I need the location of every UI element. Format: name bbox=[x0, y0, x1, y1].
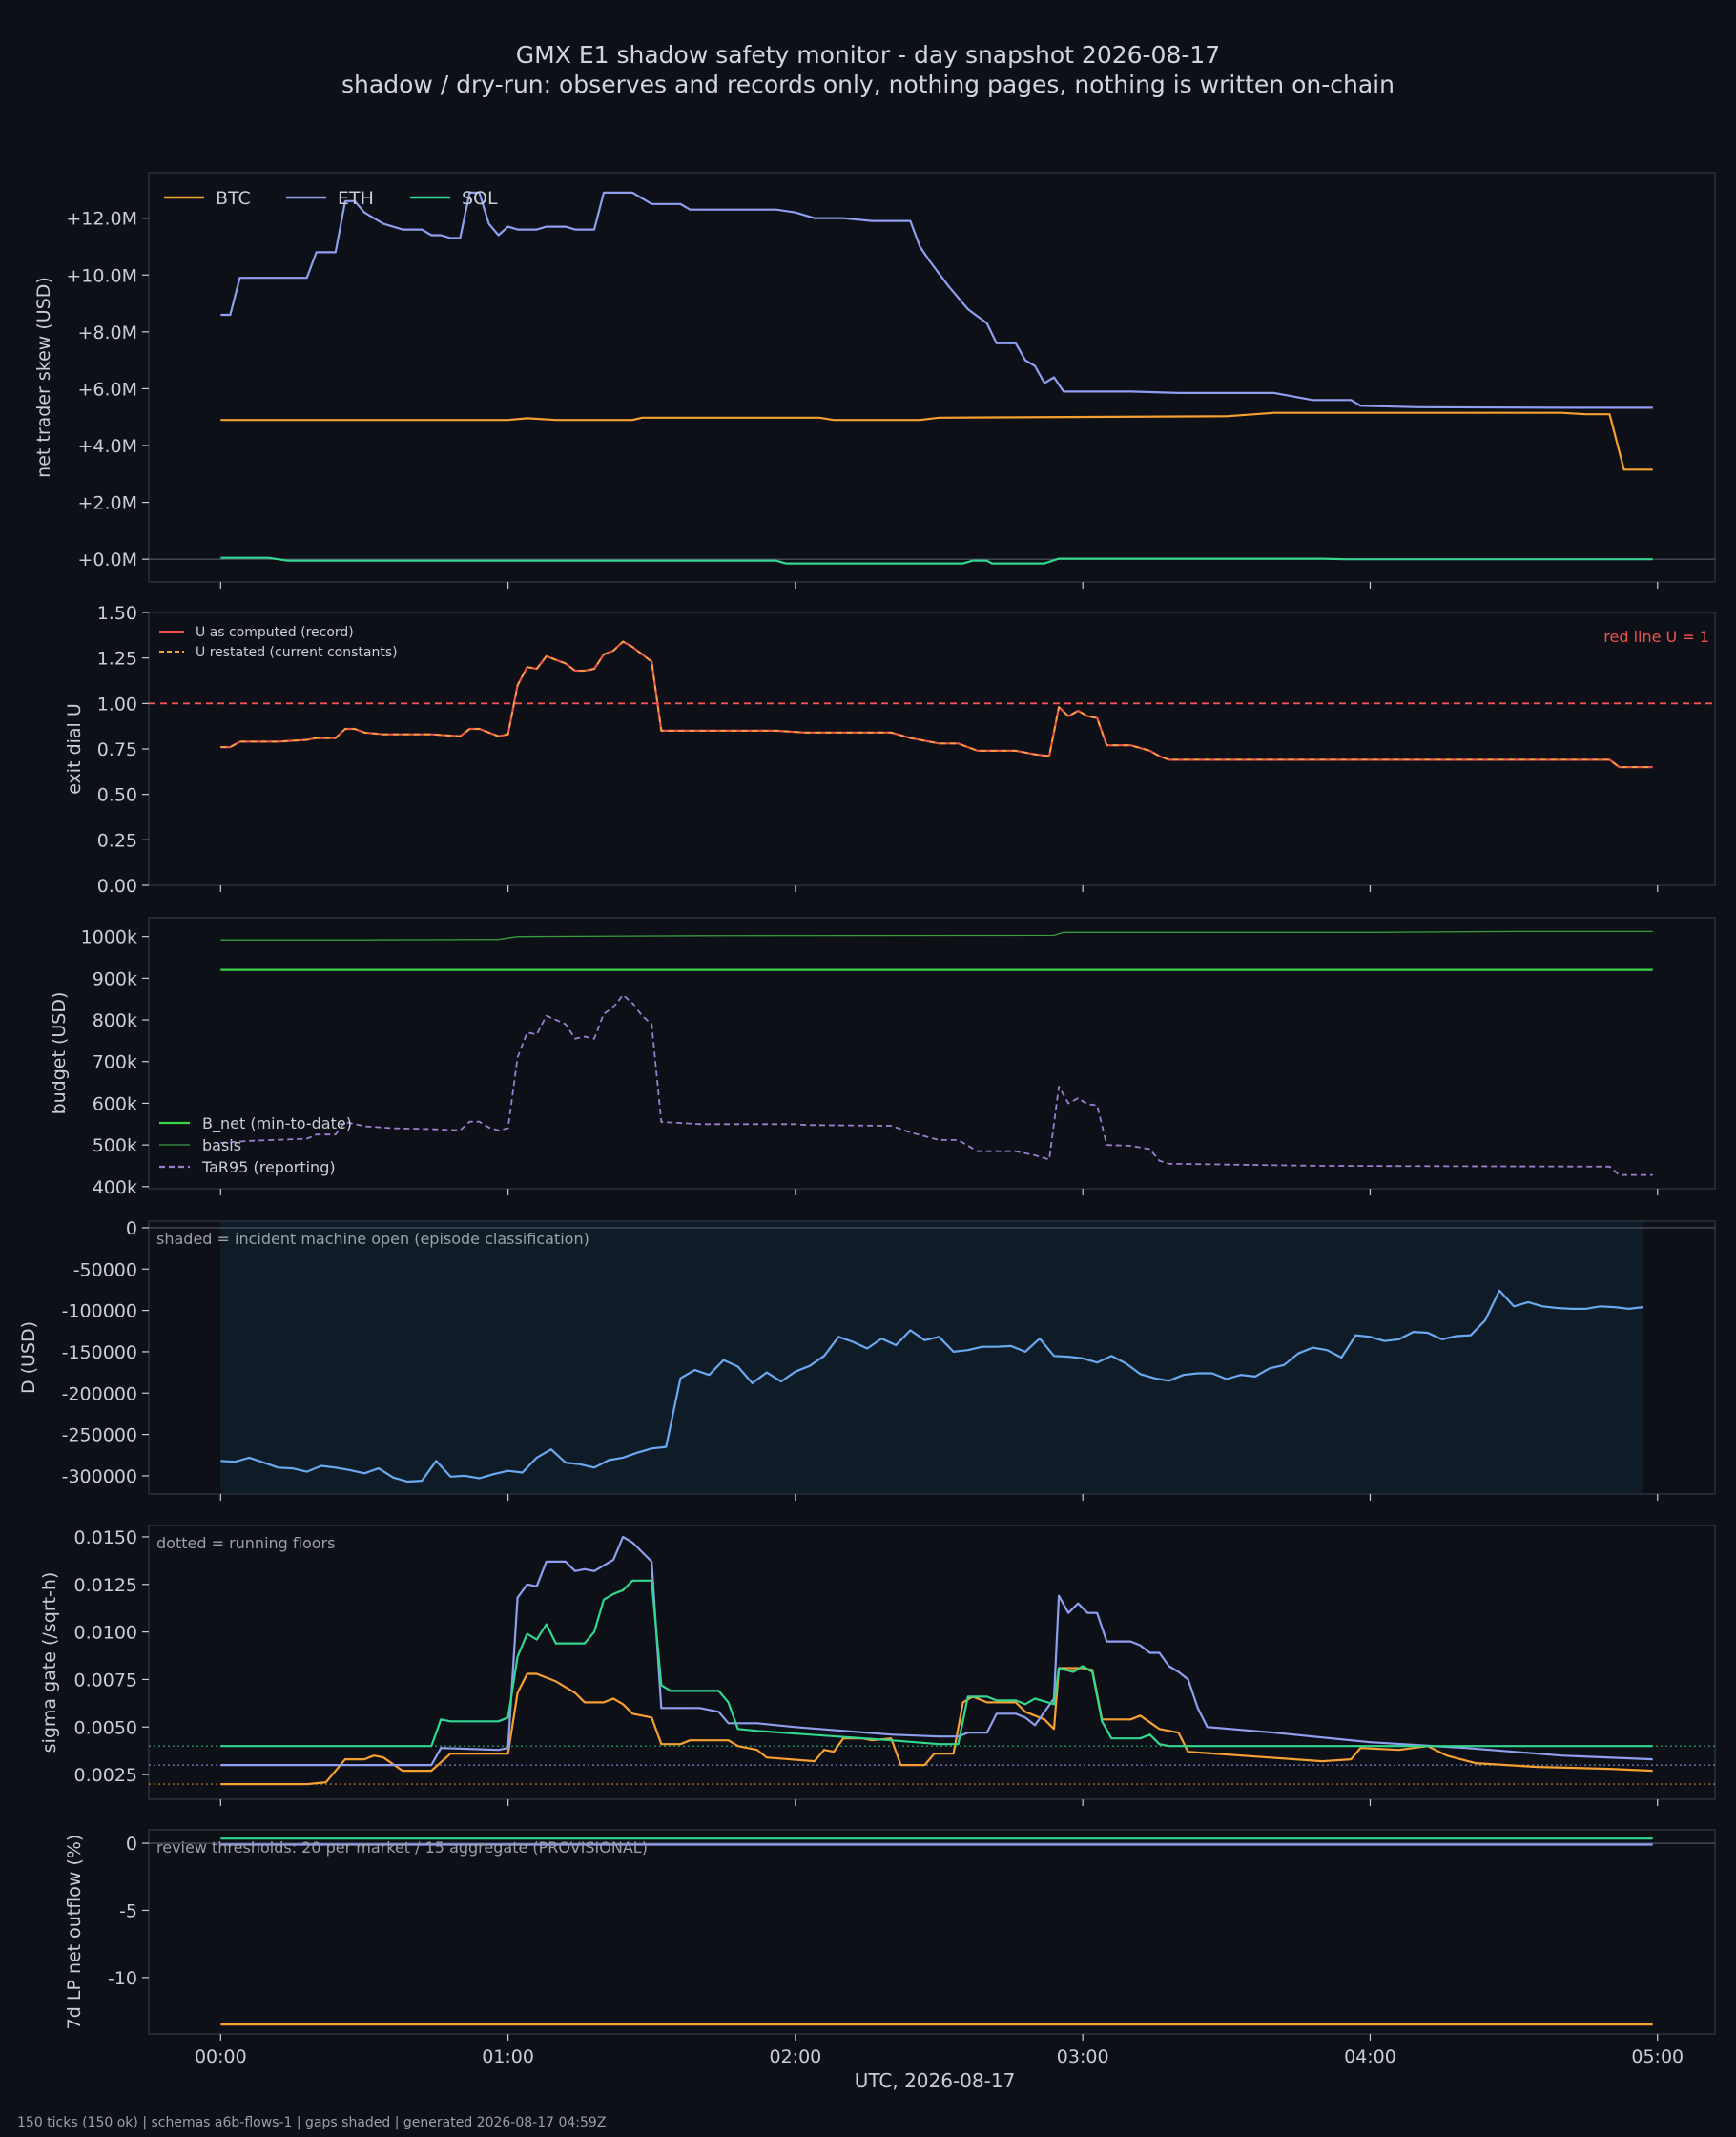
y-axis-label: net trader skew (USD) bbox=[33, 277, 54, 478]
panel-annotation: dotted = running floors bbox=[156, 1534, 335, 1552]
y-tick-label: +8.0M bbox=[77, 322, 137, 343]
series-sol bbox=[220, 1579, 1653, 1748]
y-tick-label: 400k bbox=[93, 1177, 137, 1198]
footer-status: 150 ticks (150 ok) | schemas a6b-flows-1… bbox=[17, 2115, 606, 2130]
y-tick-label: 0.0125 bbox=[74, 1575, 137, 1596]
series-tar95-reporting bbox=[220, 993, 1653, 1176]
y-tick-label: +12.0M bbox=[66, 209, 137, 230]
series-eth bbox=[220, 1535, 1653, 1767]
x-tick-label: 00:00 bbox=[195, 2046, 247, 2067]
legend-label-eth: ETH bbox=[338, 188, 374, 209]
y-tick-label: 0 bbox=[126, 1218, 137, 1239]
panel-frame bbox=[148, 917, 1716, 1190]
panel-D: -300000 -250000 -200000 -150000 -100000 -5000… bbox=[18, 1218, 1716, 1501]
x-tick-label: 03:00 bbox=[1057, 2046, 1109, 2067]
y-tick-label: 0.0150 bbox=[74, 1527, 137, 1548]
y-tick-label: +10.0M bbox=[66, 265, 137, 286]
red-line-annotation: red line U = 1 bbox=[1603, 628, 1709, 646]
panel-annotation: shaded = incident machine open (episode … bbox=[156, 1230, 589, 1248]
y-tick-label: 0 bbox=[126, 1834, 137, 1855]
y-tick-label: 1.00 bbox=[97, 694, 137, 715]
y-tick-label: 0.0075 bbox=[74, 1670, 137, 1691]
y-tick-label: -5 bbox=[119, 1900, 137, 1921]
panel-frame bbox=[148, 172, 1716, 583]
y-tick-label: -250000 bbox=[62, 1425, 137, 1446]
y-tick-label: 600k bbox=[93, 1093, 137, 1114]
y-tick-label: +0.0M bbox=[77, 550, 137, 571]
y-tick-label: -300000 bbox=[62, 1466, 137, 1487]
panel-lp_outflow: -10 -5 0 00:00 01:00 02:00 03:00 04:00 05:00 7d L… bbox=[64, 1829, 1716, 2067]
chart-subtitle: shadow / dry-run: observes and records o… bbox=[341, 71, 1395, 98]
y-tick-label: +4.0M bbox=[77, 436, 137, 457]
panel-skew: +0.0M +2.0M +4.0M +6.0M +8.0M +10.0M +12.0M net… bbox=[33, 172, 1716, 589]
y-tick-label: 1.25 bbox=[97, 649, 137, 670]
x-axis-label: UTC, 2026-08-17 bbox=[855, 2069, 1016, 2092]
panel-frame bbox=[148, 1829, 1716, 2035]
x-tick-label: 01:00 bbox=[482, 2046, 534, 2067]
y-axis-label: exit dial U bbox=[64, 703, 85, 795]
y-tick-label: 1.50 bbox=[97, 603, 137, 624]
y-tick-label: -150000 bbox=[62, 1342, 137, 1363]
panel-exit_dial: 0.00 0.25 0.50 0.75 1.00 1.25 1.50 exit dial U r… bbox=[64, 603, 1716, 897]
y-tick-label: 0.25 bbox=[97, 830, 137, 851]
panel-budget: 400k 500k 600k 700k 800k 900k 1000k budget (USD… bbox=[49, 917, 1716, 1198]
y-tick-label: 0.75 bbox=[97, 739, 137, 760]
legend-label-tar95: TaR95 (reporting) bbox=[201, 1158, 336, 1176]
panel-sigma_gate: 0.0025 0.0050 0.0075 0.0100 0.0125 0.0150 sigm… bbox=[39, 1525, 1716, 1806]
series-btc bbox=[220, 1667, 1653, 1786]
legend-label-btc: BTC bbox=[216, 188, 251, 209]
y-axis-label: budget (USD) bbox=[49, 992, 70, 1115]
y-tick-label: 1000k bbox=[81, 927, 137, 948]
series-basis bbox=[220, 930, 1653, 941]
x-tick-label: 02:00 bbox=[770, 2046, 822, 2067]
y-tick-label: 0.0050 bbox=[74, 1717, 137, 1738]
y-tick-label: -200000 bbox=[62, 1383, 137, 1404]
panel-frame bbox=[148, 1220, 1716, 1495]
series-eth bbox=[220, 191, 1653, 409]
series-sol bbox=[220, 556, 1653, 565]
y-tick-label: 0.50 bbox=[97, 785, 137, 806]
chart-title: GMX E1 shadow safety monitor - day snaps… bbox=[516, 41, 1220, 69]
legend-label-sol: SOL bbox=[462, 188, 498, 209]
legend-label-b-net: B_net (min-to-date) bbox=[202, 1114, 352, 1133]
y-tick-label: 700k bbox=[93, 1052, 137, 1073]
y-tick-label: 800k bbox=[93, 1010, 137, 1031]
y-axis-label: sigma gate (/sqrt-h) bbox=[39, 1572, 60, 1753]
series-btc bbox=[220, 411, 1653, 471]
panels: +0.0M +2.0M +4.0M +6.0M +8.0M +10.0M +12.0M net… bbox=[18, 172, 1716, 2067]
y-tick-label: 0.0025 bbox=[74, 1765, 137, 1786]
y-tick-label: 900k bbox=[93, 968, 137, 989]
panel-frame bbox=[148, 1525, 1716, 1800]
y-tick-label: +2.0M bbox=[77, 493, 137, 514]
y-tick-label: -50000 bbox=[73, 1259, 137, 1280]
x-tick-label: 05:00 bbox=[1631, 2046, 1684, 2067]
y-tick-label: 500k bbox=[93, 1135, 137, 1156]
y-tick-label: -10 bbox=[108, 1968, 137, 1989]
y-axis-label: D (USD) bbox=[18, 1321, 39, 1394]
y-axis-label: 7d LP net outflow (%) bbox=[64, 1835, 85, 2030]
y-tick-label: -100000 bbox=[62, 1301, 137, 1322]
panel-annotation: review thresholds: 20 per market / 15 ag… bbox=[156, 1838, 648, 1857]
series-u-restated-current-constants bbox=[220, 640, 1653, 768]
incident-shaded-region bbox=[220, 1221, 1643, 1494]
y-tick-label: +6.0M bbox=[77, 379, 137, 400]
y-tick-label: 0.0100 bbox=[74, 1623, 137, 1644]
y-tick-label: 0.00 bbox=[97, 876, 137, 897]
legend-label-u-restated: U restated (current constants) bbox=[196, 645, 398, 660]
legend-label-basis: basis bbox=[202, 1136, 241, 1154]
legend-label-u-record: U as computed (record) bbox=[196, 625, 354, 640]
x-tick-label: 04:00 bbox=[1344, 2046, 1396, 2067]
series-d bbox=[220, 1289, 1643, 1483]
